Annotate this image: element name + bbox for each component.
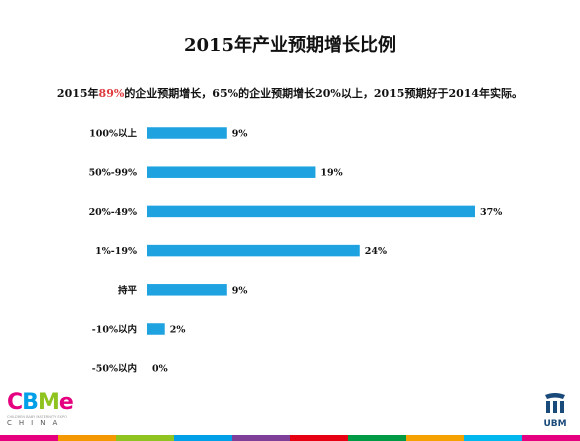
color-strip-segment [0, 435, 58, 441]
ubm-logo: UBM [538, 393, 572, 431]
bar [147, 205, 475, 218]
color-strip-segment [522, 435, 580, 441]
color-strip-segment [406, 435, 464, 441]
value-label: 2% [170, 325, 186, 336]
category-label: 持平 [118, 284, 138, 296]
category-label: 50%-99% [89, 168, 137, 179]
cbme-logo: CBMe CHILDREN BABY MATERNITY EXPO CHINA [7, 390, 77, 428]
cbme-logo-tagline: CHILDREN BABY MATERNITY EXPO [7, 415, 67, 419]
subtitle-highlight: 89% [98, 87, 125, 100]
bar [147, 166, 316, 178]
color-strip-segment [348, 435, 406, 441]
color-strip-segment [58, 435, 116, 441]
color-strip-segment [290, 435, 348, 441]
category-label: 100%以上 [89, 128, 137, 140]
value-label: 9% [232, 285, 248, 296]
category-label: 1%-19% [95, 246, 137, 257]
color-strip-segment [464, 435, 522, 441]
chart-subtitle: 2015年89%的企业预期增长，65%的企业预期增长20%以上，2015预期好于… [0, 85, 580, 101]
value-label: 9% [232, 129, 248, 140]
color-strip-segment [232, 435, 290, 441]
value-label: 37% [480, 207, 502, 218]
category-label: 20%-49% [89, 207, 137, 218]
cbme-logo-word: CBMe [7, 390, 74, 415]
bar [147, 323, 165, 335]
subtitle-prefix: 2015年 [56, 87, 99, 100]
category-label: -50%以内 [92, 363, 137, 375]
color-strip [0, 435, 580, 441]
cbme-logo-china: CHINA [7, 419, 65, 427]
value-label: 19% [320, 168, 342, 179]
bar [147, 127, 227, 139]
page-title: 2015年产业预期增长比例 [183, 35, 397, 56]
value-label: 24% [365, 246, 387, 257]
subtitle-suffix: 的企业预期增长，65%的企业预期增长20%以上，2015预期好于2014年实际。 [124, 87, 524, 100]
category-label: -10%以内 [92, 324, 137, 336]
color-strip-segment [174, 435, 232, 441]
bar [147, 244, 360, 257]
ubm-logo-name: UBM [543, 419, 567, 429]
ubm-emblem-icon [545, 393, 565, 413]
value-label: 0% [152, 364, 168, 375]
bar [147, 284, 227, 296]
color-strip-segment [116, 435, 174, 441]
